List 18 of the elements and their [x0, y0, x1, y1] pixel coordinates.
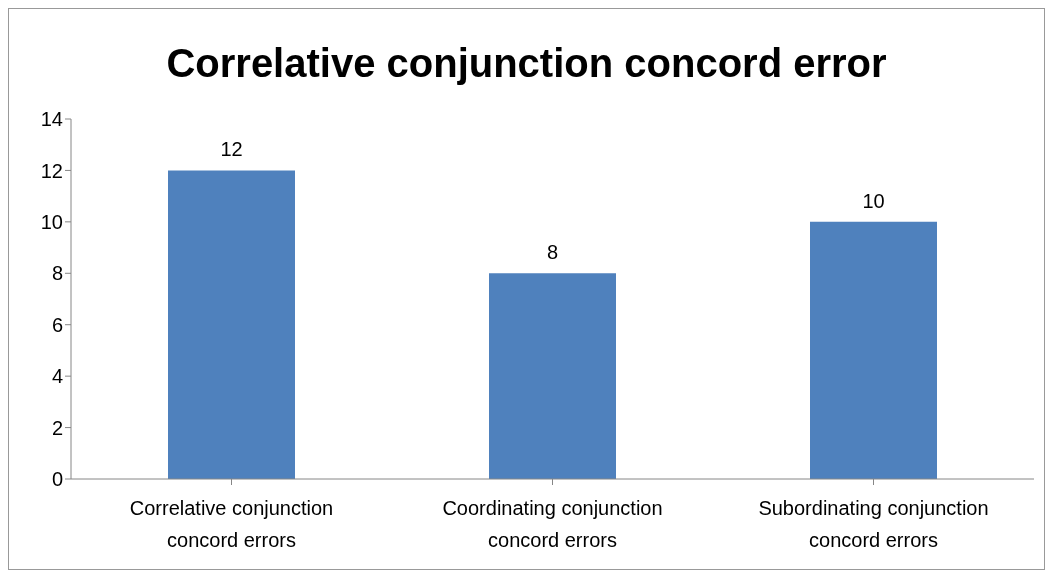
x-tick-label: Coordinating conjunction concord errors — [442, 497, 663, 551]
data-label: 12 — [220, 138, 243, 161]
data-label: 10 — [862, 189, 885, 212]
bar — [489, 273, 616, 479]
y-tick-label: 10 — [40, 210, 63, 233]
y-tick-label: 8 — [51, 262, 63, 285]
y-tick-label: 4 — [51, 365, 63, 388]
y-tick-label: 12 — [40, 159, 63, 182]
x-tick-label: Subordinating conjunction concord errors — [758, 497, 989, 551]
y-tick-label: 6 — [51, 313, 63, 336]
data-label: 8 — [546, 241, 559, 264]
chart-title: Correlative conjunction concord error — [165, 40, 888, 87]
bar — [168, 170, 295, 479]
y-tick-label: 14 — [40, 108, 63, 131]
y-tick-label: 2 — [51, 416, 63, 439]
y-tick-label: 0 — [51, 468, 63, 491]
bar — [810, 221, 937, 479]
x-tick-label: Correlative conjunction concord errors — [129, 497, 334, 551]
